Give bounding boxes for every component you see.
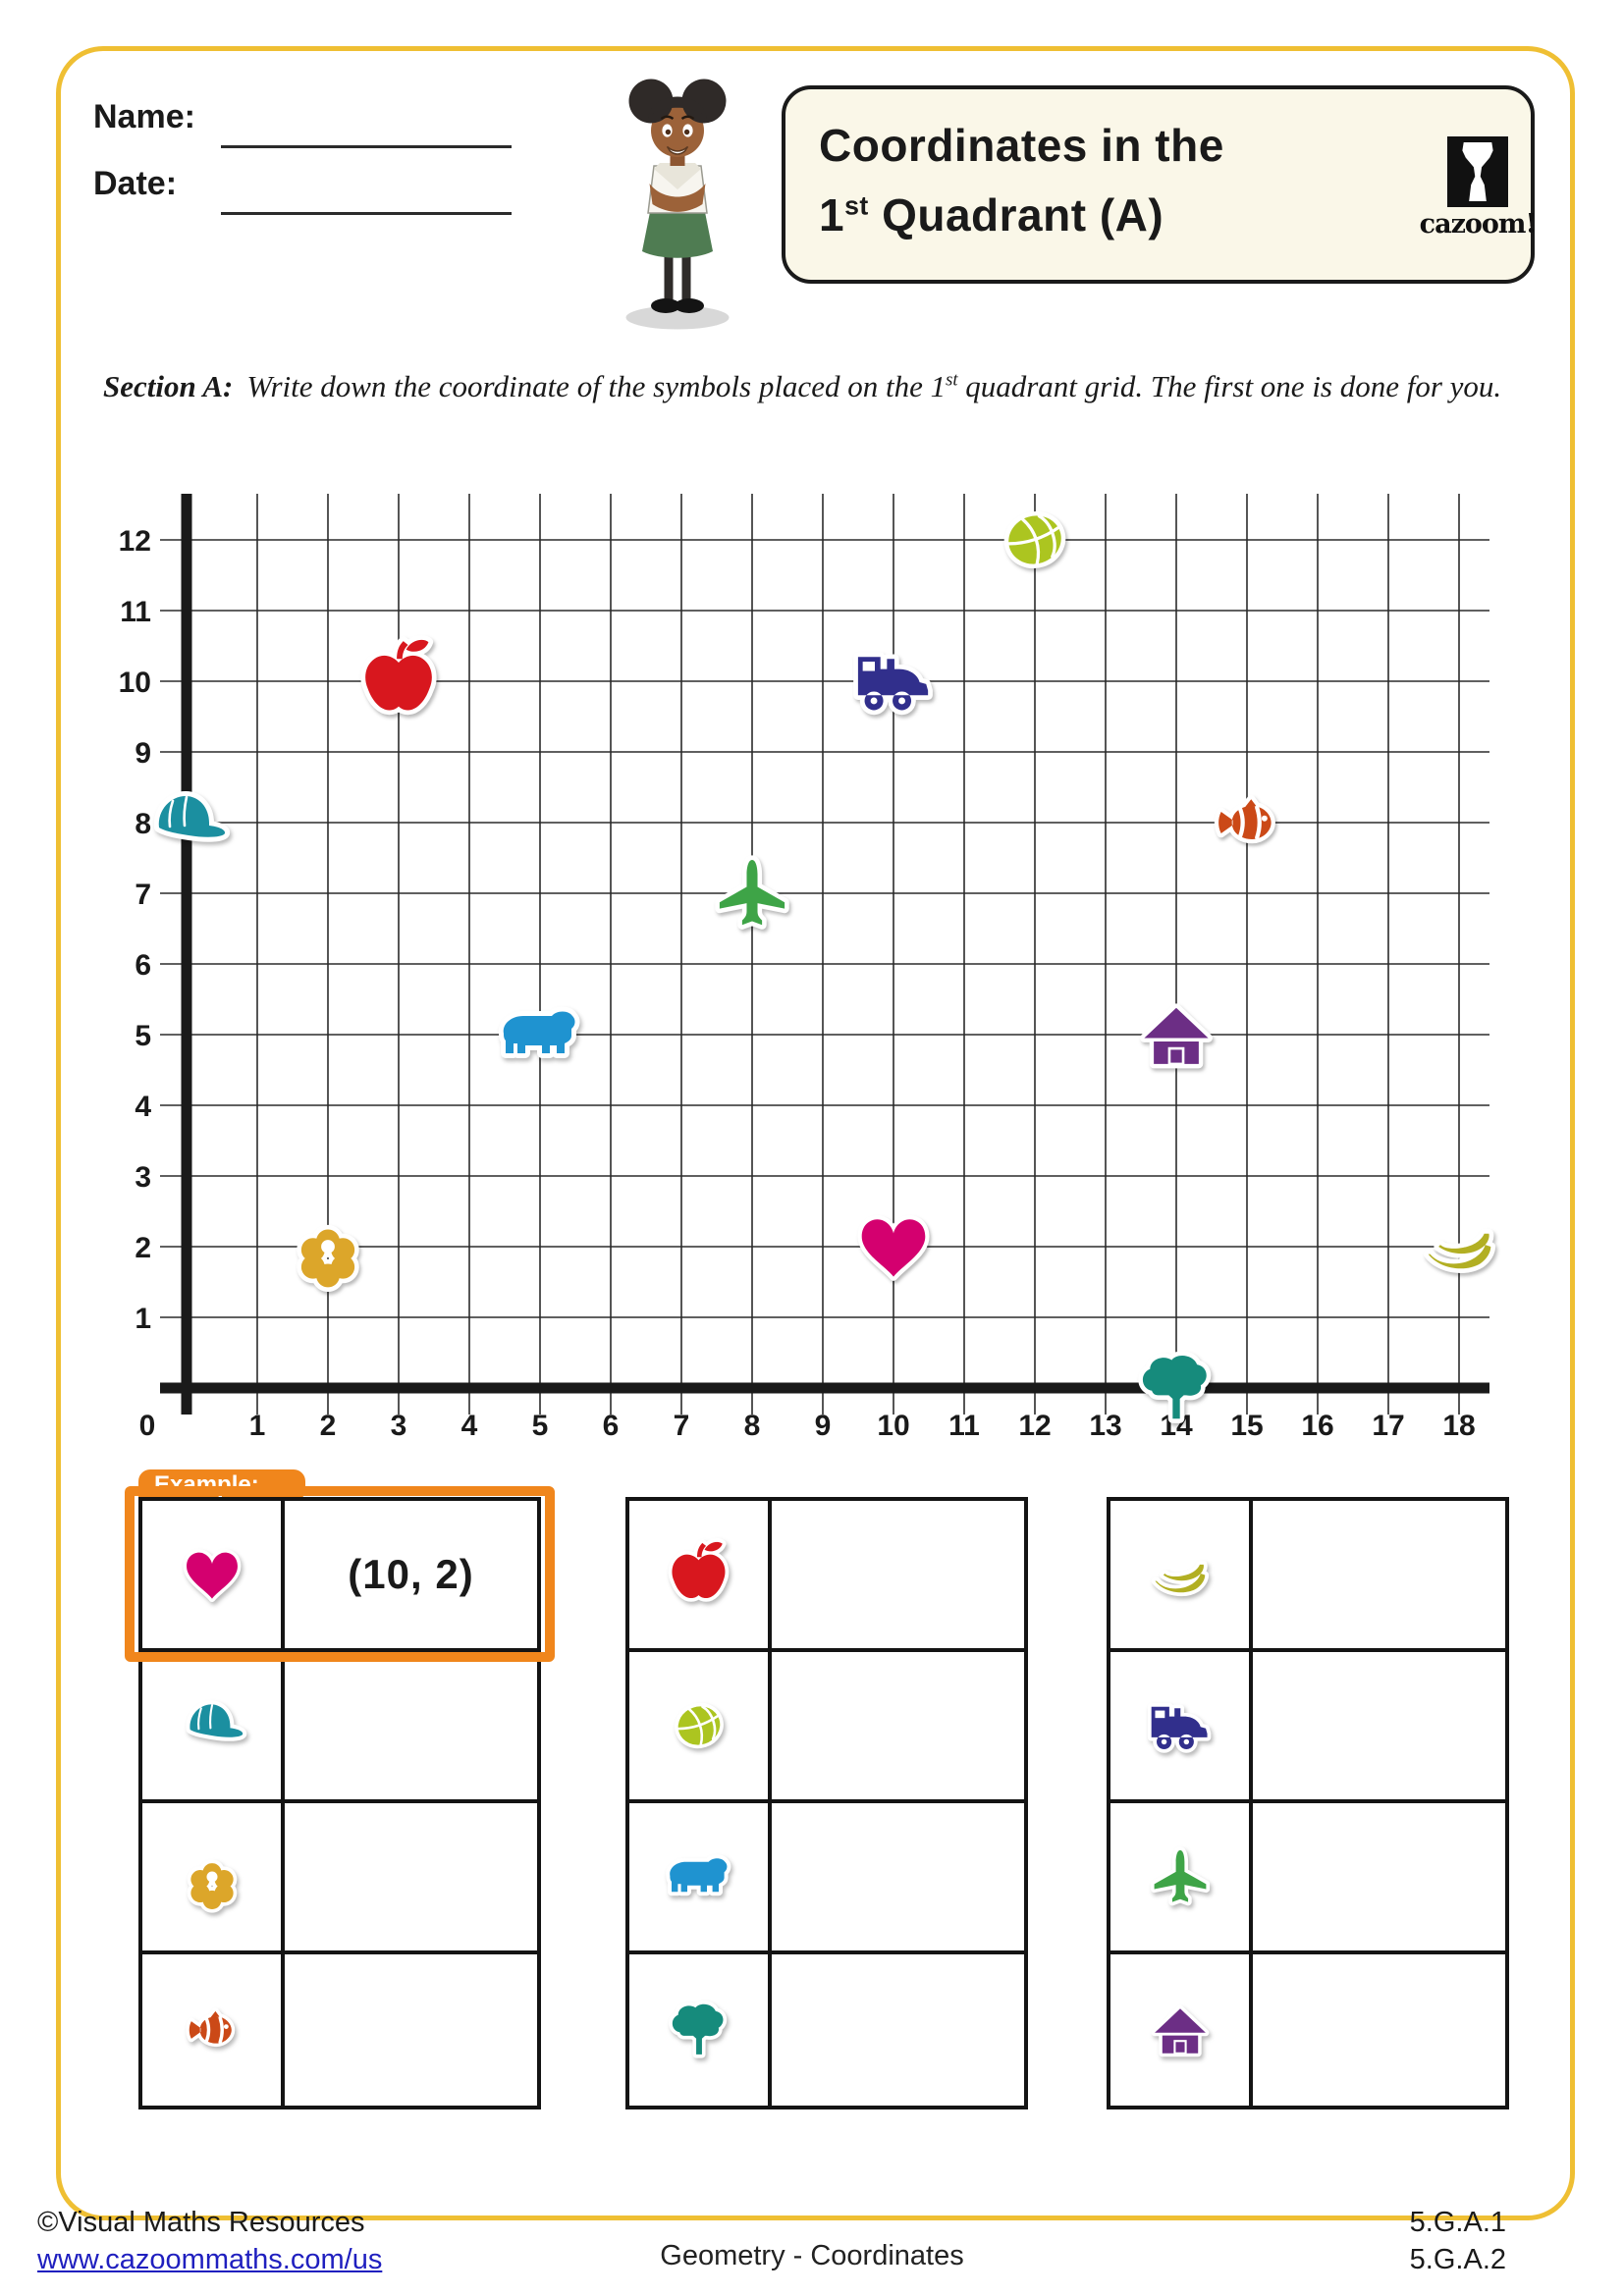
answer-row-train (1110, 1652, 1505, 1803)
footer-standard-1: 5.G.A.1 (1409, 2207, 1506, 2238)
section-a-label: Section A: (103, 369, 234, 403)
answer-cell-basketball[interactable] (772, 1652, 1024, 1799)
answer-row-banana (1110, 1501, 1505, 1652)
fish-icon (142, 1954, 285, 2106)
footer-topic: Geometry - Coordinates (660, 2240, 964, 2271)
date-label: Date: (93, 165, 178, 202)
answer-cell-apple[interactable] (772, 1501, 1024, 1648)
answer-row-bear (629, 1803, 1024, 1954)
name-label: Name: (93, 98, 195, 135)
name-input-line[interactable] (221, 145, 512, 148)
worksheet-title: Coordinates in the 1st Quadrant (A) (819, 120, 1224, 241)
title-box: Coordinates in the 1st Quadrant (A) cazo… (782, 85, 1537, 284)
section-a-instructions: Section A: Write down the coordinate of t… (103, 369, 1502, 403)
answer-row-plane (1110, 1803, 1505, 1954)
answer-cell-plane[interactable] (1253, 1803, 1505, 1950)
basketball-icon (629, 1652, 772, 1799)
answer-row-heart: (10, 2) (142, 1501, 537, 1652)
date-input-line[interactable] (221, 212, 512, 215)
train-icon (1110, 1652, 1253, 1799)
tree-icon (629, 1954, 772, 2106)
example-answer: (10, 2) (348, 1551, 474, 1597)
title-line2: 1 (819, 189, 845, 241)
answer-row-house (1110, 1954, 1505, 2106)
footer-standard-2: 5.G.A.2 (1409, 2244, 1506, 2275)
answer-row-fish (142, 1954, 537, 2106)
girl-illustration (625, 79, 730, 330)
answer-cell-tree[interactable] (772, 1954, 1024, 2106)
footer-link[interactable]: www.cazoommaths.com/us (37, 2244, 383, 2275)
cazoom-logo-mark (1447, 136, 1508, 207)
banana-icon (1110, 1501, 1253, 1648)
heart-icon (142, 1501, 285, 1648)
answer-table-2 (625, 1497, 1028, 2109)
answer-cell-heart[interactable]: (10, 2) (285, 1501, 537, 1648)
plane-icon (1110, 1803, 1253, 1950)
answer-row-basketball (629, 1652, 1024, 1803)
page-border (56, 46, 1575, 2220)
answer-cell-fish[interactable] (285, 1954, 537, 2106)
flower-icon (142, 1803, 285, 1950)
answer-row-flower (142, 1803, 537, 1954)
answer-row-apple (629, 1501, 1024, 1652)
cazoom-logo-text: cazoom! (1419, 209, 1538, 240)
answer-cell-train[interactable] (1253, 1652, 1505, 1799)
answer-table-3 (1107, 1497, 1509, 2109)
answer-cell-flower[interactable] (285, 1803, 537, 1950)
cap-icon (142, 1652, 285, 1799)
answer-cell-house[interactable] (1253, 1954, 1505, 2106)
bear-icon (629, 1803, 772, 1950)
answer-table-1: (10, 2) (138, 1497, 541, 2109)
answer-cell-banana[interactable] (1253, 1501, 1505, 1648)
cazoom-logo: cazoom! (1414, 136, 1542, 240)
answer-row-tree (629, 1954, 1024, 2106)
answer-row-cap (142, 1652, 537, 1803)
house-icon (1110, 1954, 1253, 2106)
answer-cell-cap[interactable] (285, 1652, 537, 1799)
apple-icon (629, 1501, 772, 1648)
title-line1: Coordinates in the (819, 120, 1224, 171)
footer-copyright: ©Visual Maths Resources (37, 2207, 365, 2238)
djembe-drum-icon (1462, 142, 1493, 201)
answer-cell-bear[interactable] (772, 1803, 1024, 1950)
